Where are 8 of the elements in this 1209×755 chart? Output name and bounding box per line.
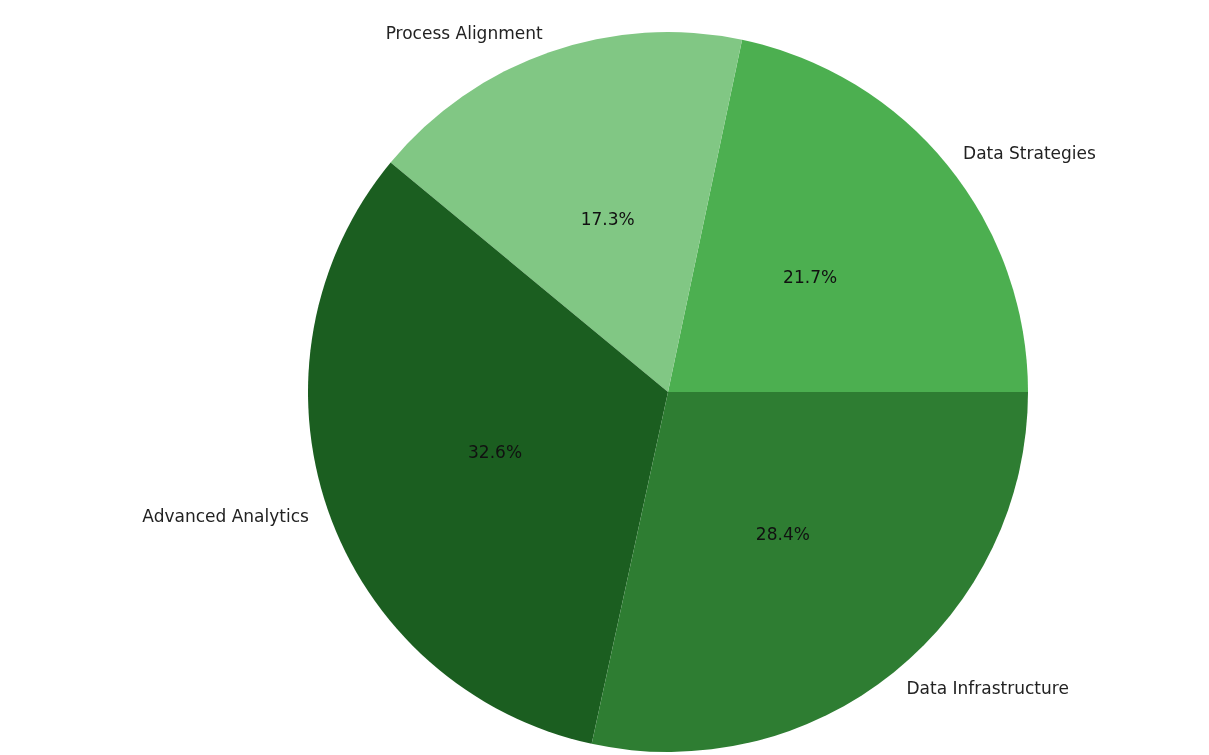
- data-label: 17.3%: [580, 209, 635, 230]
- data-label: 21.7%: [783, 266, 838, 287]
- slice-label: Process Alignment: [385, 23, 543, 44]
- slice-label: Advanced Analytics: [142, 506, 310, 527]
- slice-label: Data Infrastructure: [906, 677, 1069, 698]
- slice-label: Data Strategies: [963, 142, 1097, 163]
- data-label: 32.6%: [468, 441, 523, 462]
- data-label: 28.4%: [755, 524, 810, 545]
